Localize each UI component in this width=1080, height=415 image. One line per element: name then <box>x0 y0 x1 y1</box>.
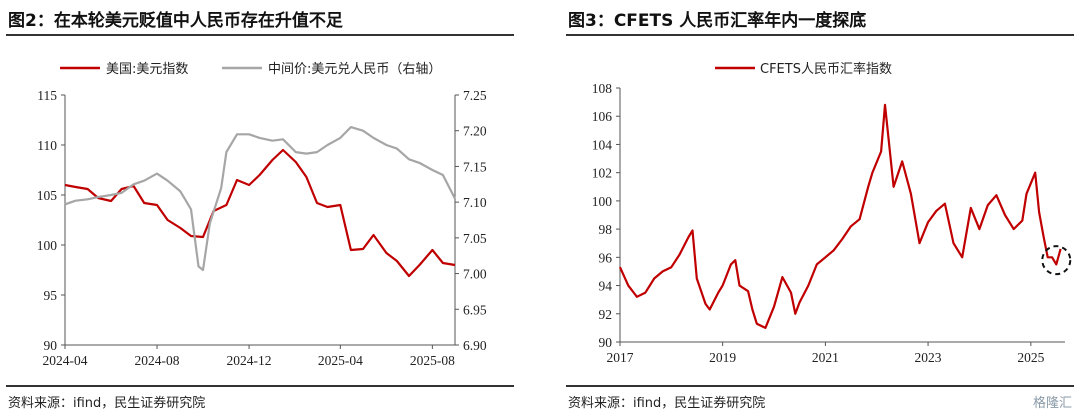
x-tick-label: 2024-12 <box>227 353 272 368</box>
left-chart-title: 图2：在本轮美元贬值中人民币存在升值不足 <box>8 11 343 31</box>
y-tick-label: 102 <box>592 166 612 181</box>
left-source-rule <box>6 385 514 387</box>
series-usdcny-fixing-line <box>64 126 456 272</box>
x-tick-label: 2025 <box>1017 350 1044 365</box>
y-left-tick-label: 105 <box>37 188 58 203</box>
annotation-dashed-circle <box>1041 245 1072 276</box>
y-tick-label: 104 <box>592 137 613 152</box>
left-chart-svg: 90 95 100 105 110 115 6.90 6.95 7.00 7.05 7.10 7.15… <box>37 62 487 368</box>
left-chart-source: 资料来源：ifind，民生证券研究院 <box>8 396 206 411</box>
right-chart-panel: 图3：CFETS 人民币汇率年内一度探底 90 92 94 96 98 100 102 104… <box>560 0 1080 415</box>
y-left-tick-label: 100 <box>37 238 58 253</box>
y-left-tick-label: 115 <box>37 88 57 103</box>
y-tick-label: 106 <box>592 109 613 124</box>
x-tick-label: 2017 <box>607 350 634 365</box>
x-tick-label: 2021 <box>812 350 839 365</box>
x-tick-label: 2024-04 <box>43 353 88 368</box>
series-usd-index-line <box>64 148 456 278</box>
x-tick-label: 2024-08 <box>135 353 180 368</box>
legend-label: 中间价:美元兑人民币（右轴） <box>268 62 441 77</box>
y-right-tick-label: 7.00 <box>463 267 487 282</box>
right-title-rule <box>566 34 1074 36</box>
right-chart-source: 资料来源：ifind，民生证券研究院 <box>568 396 766 411</box>
left-title-rule <box>6 34 514 36</box>
y-right-tick-label: 7.20 <box>463 124 487 139</box>
y-right-tick-label: 7.10 <box>463 195 487 210</box>
y-left-tick-label: 110 <box>37 138 57 153</box>
series-cfets-line <box>618 103 1062 329</box>
y-tick-label: 92 <box>599 307 613 322</box>
y-tick-label: 90 <box>599 335 613 350</box>
y-right-tick-label: 7.25 <box>463 88 487 103</box>
y-tick-label: 108 <box>592 81 613 96</box>
y-tick-label: 100 <box>592 194 613 209</box>
legend-label: 美国:美元指数 <box>106 62 188 77</box>
x-tick-label: 2023 <box>915 350 942 365</box>
y-tick-label: 94 <box>599 279 613 294</box>
y-tick-label: 96 <box>599 250 613 265</box>
left-chart-panel: 图2：在本轮美元贬值中人民币存在升值不足 90 95 100 105 110 115 6.9… <box>0 0 520 415</box>
right-source-rule <box>566 385 1074 387</box>
y-right-tick-label: 7.15 <box>463 159 487 174</box>
right-chart-title: 图3：CFETS 人民币汇率年内一度探底 <box>568 11 867 31</box>
x-tick-label: 2019 <box>709 350 736 365</box>
right-chart-svg: 90 92 94 96 98 100 102 104 106 108 2017 2019 2021 202… <box>592 61 1072 365</box>
x-tick-label: 2025-04 <box>318 353 363 368</box>
x-tick-label: 2025-08 <box>410 353 455 368</box>
legend-label: CFETS人民币汇率指数 <box>760 61 892 77</box>
y-right-tick-label: 6.90 <box>463 338 487 353</box>
y-right-tick-label: 6.95 <box>463 302 487 317</box>
y-tick-label: 98 <box>599 222 613 237</box>
y-left-tick-label: 95 <box>44 288 58 303</box>
y-left-tick-label: 90 <box>44 338 58 353</box>
y-right-tick-label: 7.05 <box>463 231 487 246</box>
watermark-logo: 格隆汇 <box>1032 396 1072 411</box>
